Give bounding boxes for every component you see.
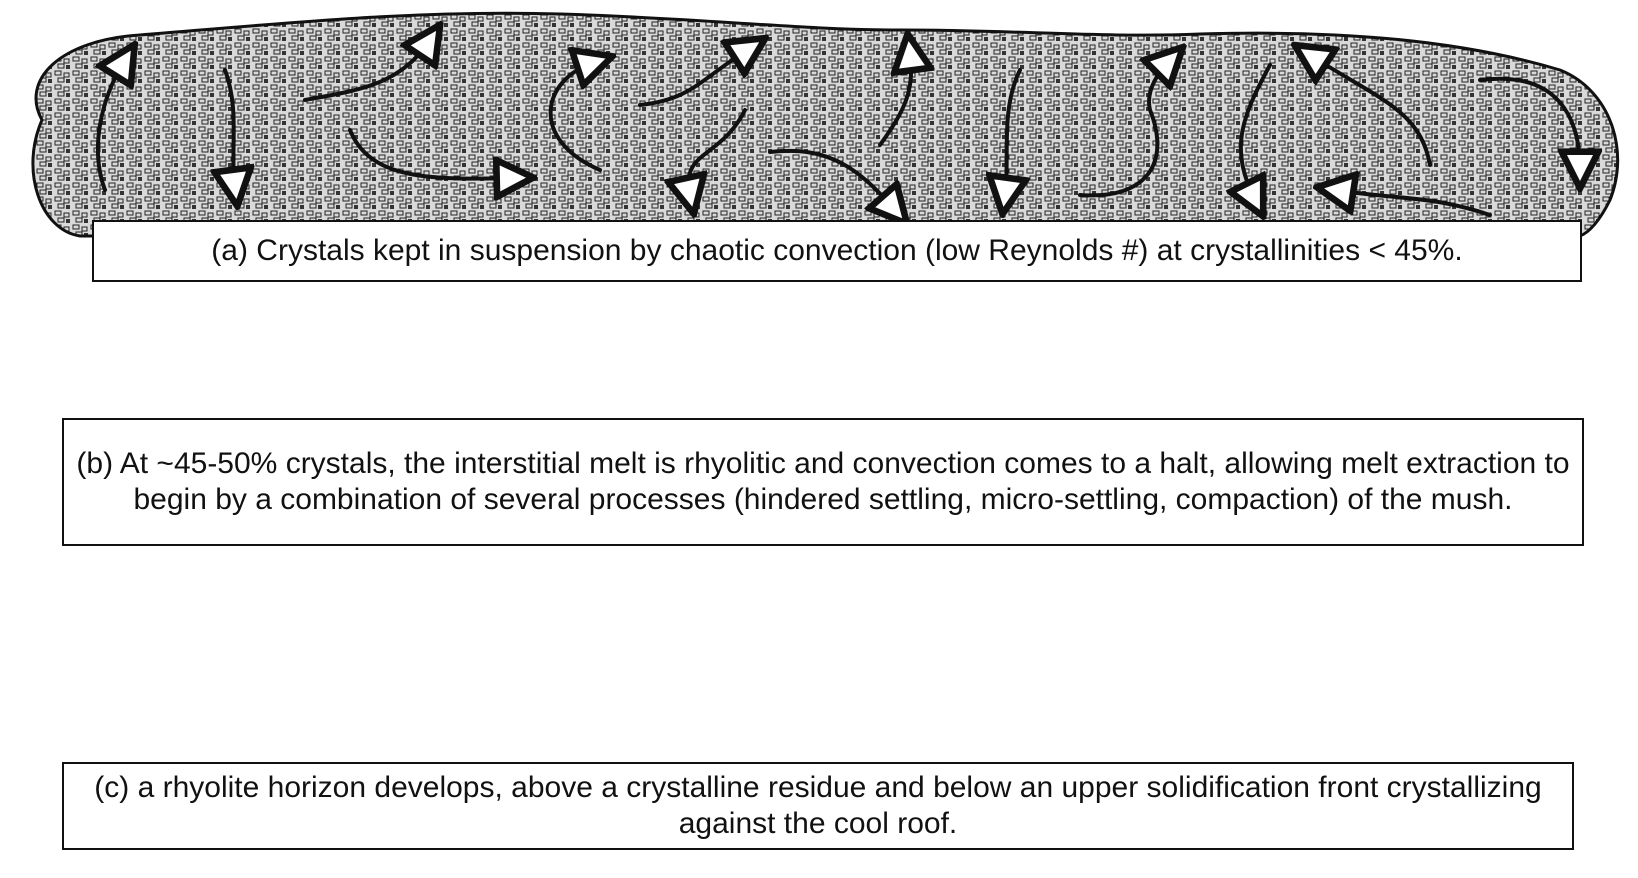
caption-panel-c: (c) a rhyolite horizon develops, above a… [62, 762, 1574, 850]
chamber-a-outline [31, 11, 1620, 238]
panel-a [31, 11, 1620, 238]
caption-panel-b: (b) At ~45-50% crystals, the interstitia… [62, 418, 1584, 546]
convection-arrows [98, 40, 1580, 215]
caption-panel-a: (a) Crystals kept in suspension by chaot… [92, 220, 1582, 282]
